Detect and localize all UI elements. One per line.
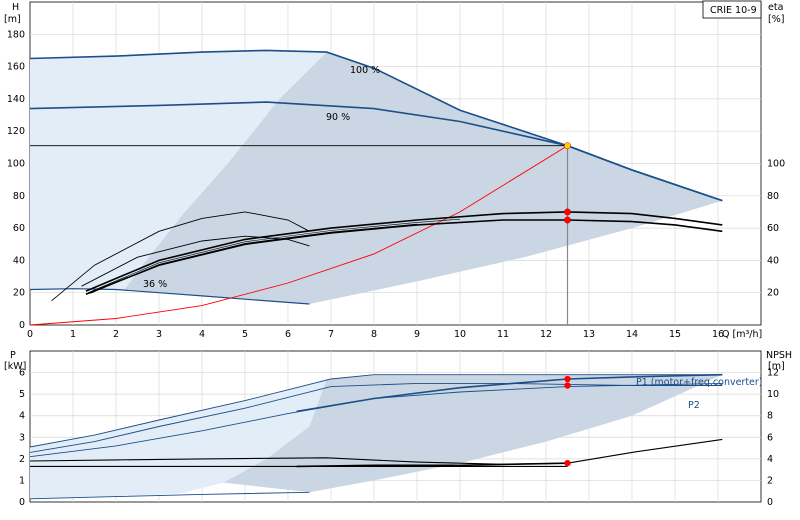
top-ylabel: H (12, 2, 19, 13)
bottom-y-tick: 6 (19, 368, 25, 379)
bottom-series-3 (296, 373, 723, 413)
top-x-tick: 13 (583, 329, 595, 340)
bottom-y-tick: 0 (19, 497, 25, 508)
top-x-tick: 10 (454, 329, 466, 340)
bottom-marker-1 (564, 382, 571, 389)
top-y-tick: 140 (7, 94, 25, 105)
bottom-y-tick: 3 (19, 432, 25, 443)
bottom-series-4 (29, 491, 310, 500)
top-series-8 (81, 235, 310, 287)
top-x-tick: 5 (242, 329, 248, 340)
bottom-series-0 (29, 374, 723, 448)
label-100: 100 % (350, 65, 380, 76)
top-x-tick: 11 (497, 329, 509, 340)
top-y-tick: 20 (13, 288, 25, 299)
top-y2-tick: 100 (767, 159, 785, 170)
bottom-marker-2 (564, 459, 571, 467)
bottom-series-1 (29, 382, 723, 453)
bottom-y2unit: [m] (768, 361, 785, 372)
top-series-2 (29, 288, 310, 305)
top-y-tick: 0 (19, 320, 25, 331)
top-x-tick: 15 (669, 329, 681, 340)
chart-title: CRIE 10-9 (710, 5, 757, 16)
top-series (29, 49, 723, 326)
bottom-yunit: [kW] (4, 361, 26, 372)
bottom-series-6 (296, 462, 568, 468)
top-marker-2 (564, 216, 571, 224)
legend-p2: P2 (688, 400, 700, 411)
title-box (702, 0, 762, 19)
top-y2label: eta (768, 2, 783, 13)
top-y-tick: 80 (13, 191, 25, 202)
top-ticks: 0 1 2 3 4 5 6 7 8 9 10 11 12 13 14 15 160204060801001201… (7, 29, 785, 340)
bottom-y2-tick: 10 (767, 389, 779, 400)
top-area-light (30, 50, 327, 290)
top-x-tick: 16 (712, 329, 724, 340)
top-x-tick: 6 (285, 329, 291, 340)
top-y2-tick: 60 (767, 223, 779, 234)
top-y-tick: 40 (13, 255, 25, 266)
bottom-operating-area (30, 374, 723, 499)
top-y2-tick: 80 (767, 191, 779, 202)
bottom-y2-tick: 12 (767, 368, 779, 379)
bottom-y2-tick: 4 (767, 454, 773, 465)
bottom-marker-0 (564, 375, 571, 383)
top-x-tick: 2 (113, 329, 119, 340)
label-90: 90 % (326, 112, 350, 123)
top-x-tick: 7 (328, 329, 334, 340)
top-marker-0 (564, 142, 571, 150)
bottom-area-dark (223, 374, 723, 493)
bottom-series-5 (29, 438, 723, 465)
top-x-tick: 12 (540, 329, 552, 340)
top-y2-tick: 20 (767, 288, 779, 299)
top-x-tick: 1 (70, 329, 76, 340)
top-x-tick: 0 (27, 329, 33, 340)
top-eta-thin-1 (90, 223, 418, 294)
bottom-y2-tick: 0 (767, 497, 773, 508)
bottom-y2label: NPSH (766, 350, 792, 361)
top-y-tick: 60 (13, 223, 25, 234)
label-36: 36 % (143, 279, 167, 290)
top-series-1 (29, 101, 723, 202)
top-y-tick: 100 (7, 159, 25, 170)
top-xlabel: Q [m³/h] (722, 329, 762, 340)
top-yunit: [m] (4, 14, 21, 25)
bottom-y2-tick: 2 (767, 475, 773, 486)
top-y2-tick: 40 (767, 255, 779, 266)
top-x-tick: 4 (199, 329, 205, 340)
top-x-tick: 14 (626, 329, 638, 340)
bottom-series (29, 373, 723, 500)
top-series-6 (85, 219, 723, 296)
top-y-tick: 180 (7, 29, 25, 40)
top-series-5 (85, 211, 723, 292)
legend-p1: P1 (motor+freq.converter) (636, 377, 763, 388)
bottom-ylabel: P (10, 350, 16, 361)
top-x-tick: 8 (371, 329, 377, 340)
top-x-tick: 3 (156, 329, 162, 340)
top-x-tick: 9 (414, 329, 420, 340)
top-series-3 (29, 145, 568, 326)
top-y-tick: 160 (7, 62, 25, 73)
bottom-y-tick: 5 (19, 389, 25, 400)
bottom-area-light (30, 379, 327, 499)
top-y2unit: [%] (768, 14, 784, 25)
top-eta-thin-0 (87, 218, 461, 293)
top-marker-1 (564, 208, 571, 216)
bottom-y-tick: 4 (19, 411, 25, 422)
top-series-7 (51, 211, 310, 302)
top-y-tick: 120 (7, 126, 25, 137)
bottom-y2-tick: 8 (767, 411, 773, 422)
bottom-y-tick: 2 (19, 454, 25, 465)
bottom-y-tick: 1 (19, 475, 25, 486)
bottom-y2-tick: 6 (767, 432, 773, 443)
